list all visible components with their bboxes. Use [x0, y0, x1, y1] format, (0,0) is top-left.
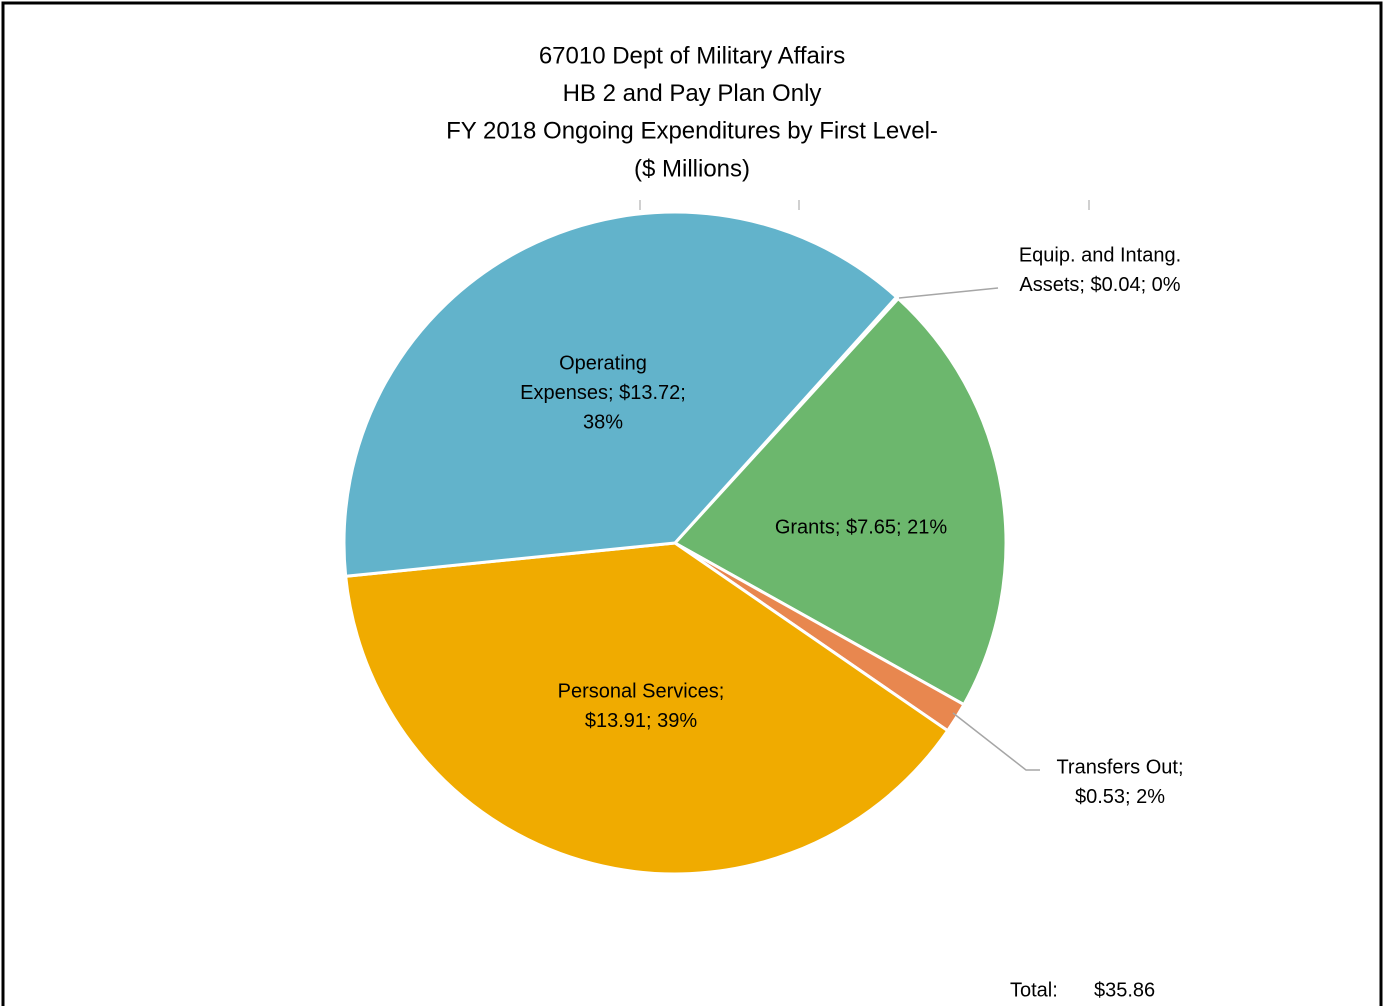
pie-slice	[342, 210, 899, 578]
slice-label: Personal Services;	[558, 680, 725, 702]
leader-line	[898, 287, 999, 299]
chart-title: FY 2018 Ongoing Expenditures by First Le…	[446, 118, 938, 145]
chart-title: HB 2 and Pay Plan Only	[563, 80, 822, 107]
slice-label: 38%	[583, 411, 623, 433]
slice-label: Operating	[559, 352, 647, 374]
slice-label: Expenses; $13.72;	[520, 382, 686, 404]
slice-label: Equip. and Intang.	[1019, 244, 1181, 266]
slice-label: Assets; $0.04; 0%	[1019, 274, 1180, 296]
slice-label: Grants; $7.65; 21%	[775, 516, 948, 538]
slice-label: Transfers Out;	[1056, 756, 1183, 778]
leader-line	[952, 712, 1040, 771]
total-label: Total:	[1010, 979, 1058, 1001]
slice-label: $0.53; 2%	[1075, 786, 1165, 808]
artifact-ticks	[639, 200, 1090, 210]
chart-title: ($ Millions)	[634, 155, 750, 182]
pie-slice	[344, 541, 950, 876]
chart-title: 67010 Dept of Military Affairs	[539, 42, 845, 69]
pie-slice	[672, 296, 1008, 707]
slice-label: $13.91; 39%	[585, 710, 698, 732]
total-value: $35.86	[1094, 979, 1155, 1001]
